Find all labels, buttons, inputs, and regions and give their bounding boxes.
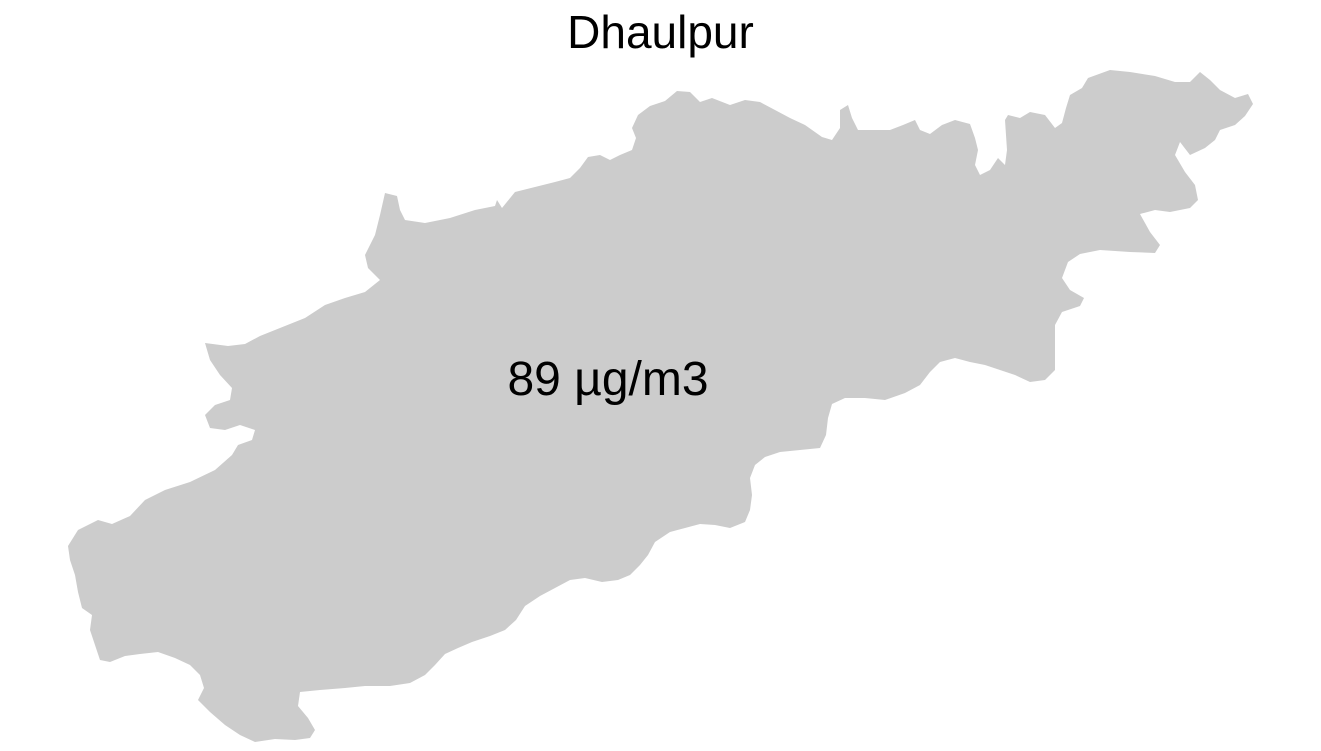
value-label: 89 µg/m3 [507, 353, 708, 406]
dhaulpur-district-shape [68, 70, 1253, 742]
map-title: Dhaulpur [567, 6, 754, 58]
